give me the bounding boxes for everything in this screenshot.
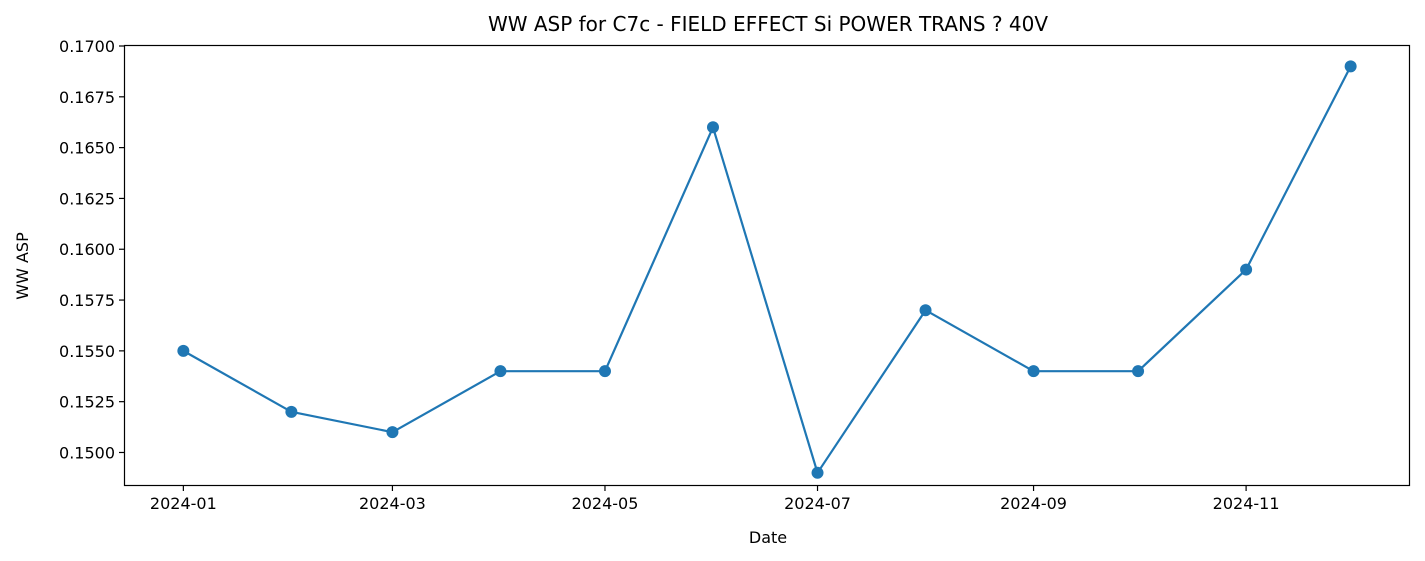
data-point (285, 405, 298, 418)
series-line (182, 65, 1352, 474)
series-layer (177, 60, 1357, 479)
data-point (386, 426, 399, 439)
data-point (598, 365, 611, 378)
data-point (1027, 365, 1040, 378)
y-tick-label: 0.1675 (59, 88, 115, 107)
y-tick-label: 0.1525 (59, 393, 115, 412)
data-point (494, 365, 507, 378)
chart-title: WW ASP for C7c - FIELD EFFECT Si POWER T… (488, 12, 1048, 36)
y-tick-label: 0.1600 (59, 240, 115, 259)
y-tick-label: 0.1625 (59, 189, 115, 208)
y-tick-label: 0.1650 (59, 139, 115, 158)
x-tick-label: 2024-09 (1000, 494, 1067, 513)
plot-area-frame (123, 44, 1411, 487)
data-point (919, 304, 932, 317)
x-tick-label: 2024-01 (150, 494, 217, 513)
x-axis: 2024-01 2024-03 2024-05 2024-07 2024-09 2024-… (150, 485, 1280, 513)
x-tick-label: 2024-05 (572, 494, 639, 513)
data-point (1344, 60, 1357, 73)
x-tick-label: 2024-03 (359, 494, 426, 513)
x-tick-label: 2024-07 (784, 494, 851, 513)
y-axis: 0.1500 0.1525 0.1550 0.1575 0.1600 0.1625 0.16… (59, 37, 125, 462)
y-axis-title: WW ASP (13, 232, 32, 300)
data-point (177, 344, 190, 357)
x-axis-title: Date (749, 528, 787, 547)
data-point (1240, 263, 1253, 276)
y-tick-label: 0.1700 (59, 37, 115, 56)
y-tick-label: 0.1575 (59, 291, 115, 310)
y-tick-label: 0.1500 (59, 443, 115, 462)
data-point (811, 466, 824, 479)
data-point (1132, 365, 1145, 378)
x-tick-label: 2024-11 (1213, 494, 1280, 513)
y-tick-label: 0.1550 (59, 342, 115, 361)
data-point (706, 121, 719, 134)
